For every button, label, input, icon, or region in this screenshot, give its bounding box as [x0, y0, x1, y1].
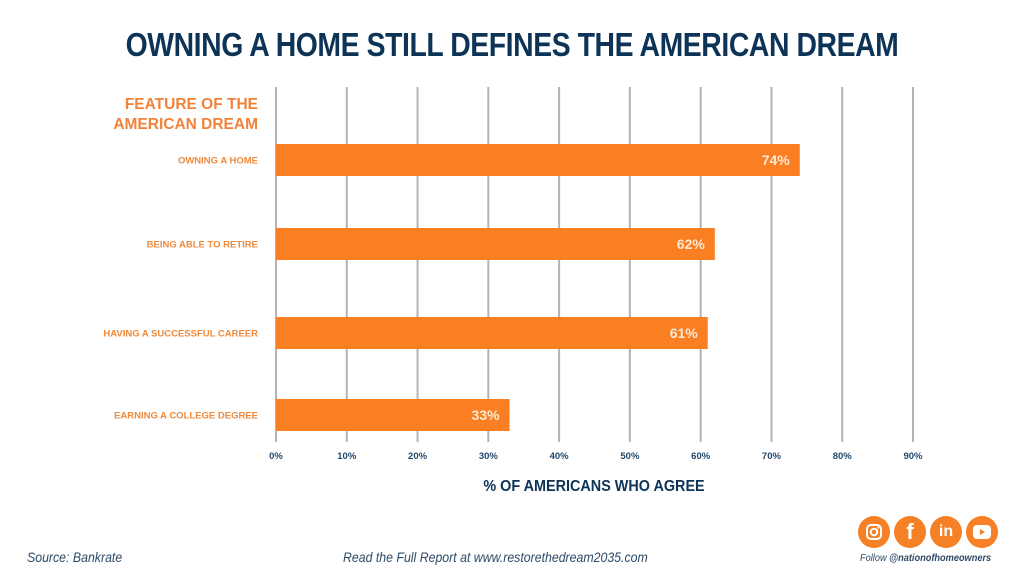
social-handle[interactable]: @nationofhomeowners [889, 553, 992, 564]
instagram-icon[interactable] [858, 516, 890, 548]
x-axis-label-text: % OF AMERICANS WHO AGREE [483, 478, 705, 495]
x-tick-label: 90% [903, 451, 923, 462]
x-tick-label: 0% [269, 451, 283, 462]
bar-value-label: 74% [762, 152, 791, 168]
category-axis-heading: FEATURE OF THE AMERICAN DREAM [113, 95, 258, 135]
facebook-glyph: f [906, 519, 914, 544]
x-axis-label: % OF AMERICANS WHO AGREE [59, 478, 981, 496]
bar-value-label: 62% [677, 236, 706, 252]
instagram-glyph [866, 524, 882, 540]
linkedin-icon[interactable]: in [930, 516, 962, 548]
report-link[interactable]: Read the Full Report at www.restorethedr… [343, 549, 648, 565]
bar [276, 399, 510, 431]
x-tick-label: 20% [408, 451, 428, 462]
x-tick-label: 50% [620, 451, 640, 462]
bar-value-label: 33% [472, 407, 501, 423]
bar [276, 144, 800, 176]
category-axis-heading-line-1: FEATURE OF THE [124, 96, 258, 113]
youtube-icon[interactable] [966, 516, 998, 548]
chart-title: OWNING A HOME STILL DEFINES THE AMERICAN… [125, 26, 899, 63]
x-tick-label: 30% [479, 451, 499, 462]
facebook-icon[interactable]: f [894, 516, 926, 548]
category-label: HAVING A SUCCESSFUL CAREER [103, 329, 258, 340]
follow-handle: Follow @nationofhomeowners [860, 553, 991, 564]
source-note: Source: Bankrate [27, 549, 123, 565]
category-axis-heading-line-2: AMERICAN DREAM [113, 116, 258, 133]
linkedin-glyph: in [938, 523, 954, 540]
x-tick-label: 60% [691, 451, 711, 462]
x-tick-label: 70% [762, 451, 782, 462]
x-tick-label: 10% [337, 451, 357, 462]
bar [276, 228, 715, 260]
youtube-glyph [973, 525, 991, 539]
x-tick-label: 80% [833, 451, 853, 462]
bar [276, 317, 708, 349]
x-tick-label: 40% [550, 451, 570, 462]
category-label: OWNING A HOME [178, 156, 258, 167]
bar-value-label: 61% [670, 325, 699, 341]
category-label: BEING ABLE TO RETIRE [147, 240, 258, 251]
social-links: f in [858, 516, 998, 548]
follow-prefix: Follow [860, 553, 890, 564]
category-label: EARNING A COLLEGE DEGREE [114, 411, 258, 422]
